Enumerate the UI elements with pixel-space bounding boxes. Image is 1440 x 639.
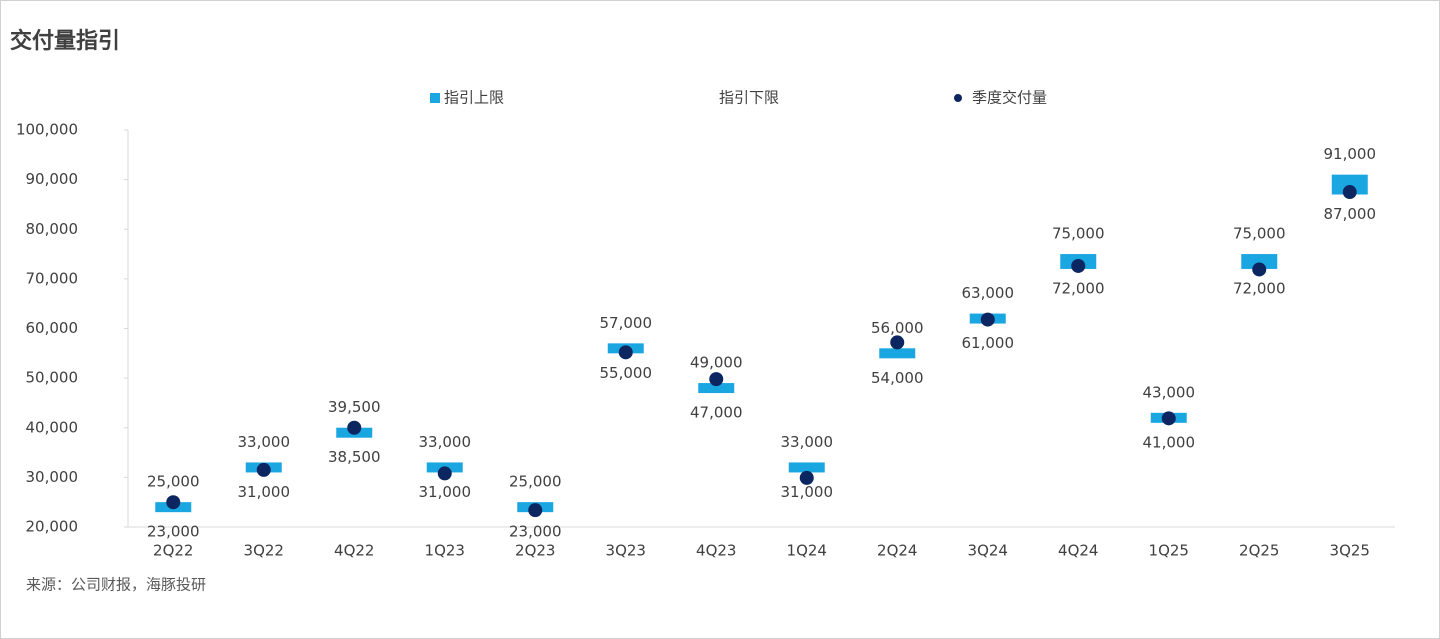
value-label: 33,000 [419,433,472,451]
value-label: 31,000 [419,483,472,501]
value-label: 57,000 [600,314,653,332]
value-label: 72,000 [1233,279,1286,297]
y-tick-label: 90,000 [26,170,79,188]
y-tick-label: 40,000 [26,418,79,436]
delivery-dot [709,372,724,387]
x-tick-label: 1Q25 [1149,542,1189,560]
value-label: 55,000 [600,364,653,382]
value-label: 31,000 [781,483,834,501]
delivery-dot [618,345,633,360]
delivery-dot [980,312,995,327]
x-tick-label: 3Q25 [1330,542,1370,560]
delivery-dot [890,335,905,350]
value-label: 43,000 [1143,383,1196,401]
value-label: 23,000 [147,523,200,541]
x-tick-label: 3Q24 [968,542,1008,560]
value-label: 33,000 [781,433,834,451]
x-tick-label: 2Q23 [515,542,555,560]
value-label: 91,000 [1324,145,1377,163]
guidance-range [1331,174,1368,195]
value-label: 61,000 [962,334,1015,352]
guidance-range [879,348,916,359]
value-label: 54,000 [871,369,924,387]
value-label: 25,000 [147,473,200,491]
guidance-range [788,462,825,473]
x-tick-label: 2Q22 [153,542,193,560]
x-tick-label: 3Q23 [606,542,646,560]
value-label: 47,000 [690,404,743,422]
legend-label: 指引上限 [444,89,504,107]
delivery-dot [1071,258,1086,273]
value-label: 63,000 [962,284,1015,302]
chart-title: 交付量指引 [10,28,120,54]
legend-label: 指引下限 [719,89,779,107]
x-tick-label: 1Q24 [787,542,827,560]
delivery-dot [528,503,543,518]
x-tick-label: 4Q24 [1058,542,1098,560]
y-tick-label: 70,000 [26,269,79,287]
value-label: 75,000 [1052,225,1105,243]
delivery-dot [1342,185,1357,200]
delivery-dot [166,495,181,510]
x-tick-label: 4Q23 [696,542,736,560]
value-label: 75,000 [1233,225,1286,243]
y-tick-label: 50,000 [26,369,79,387]
x-tick-label: 1Q23 [425,542,465,560]
value-label: 49,000 [690,354,743,372]
delivery-dot [799,470,814,485]
value-label: 23,000 [509,523,562,541]
y-tick-label: 30,000 [26,468,79,486]
value-label: 39,500 [328,398,381,416]
source-note: 来源：公司财报，海豚投研 [26,576,206,594]
value-label: 41,000 [1143,433,1196,451]
x-tick-label: 2Q24 [877,542,917,560]
delivery-dot [1252,262,1267,277]
value-label: 87,000 [1324,205,1377,223]
x-tick-label: 4Q22 [334,542,374,560]
x-tick-label: 2Q25 [1239,542,1279,560]
legend-label: 季度交付量 [972,89,1047,107]
value-label: 72,000 [1052,279,1105,297]
legend-swatch [954,94,962,102]
y-tick-label: 20,000 [26,518,79,536]
value-label: 38,500 [328,448,381,466]
delivery-dot [347,420,362,435]
y-tick-label: 80,000 [26,220,79,238]
value-label: 56,000 [871,319,924,337]
y-tick-label: 100,000 [16,121,78,139]
guidance-range [698,383,735,394]
y-tick-label: 60,000 [26,319,79,337]
guidance-range [1241,254,1278,269]
legend-swatch [430,93,440,103]
x-tick-label: 3Q22 [244,542,284,560]
value-label: 25,000 [509,473,562,491]
value-label: 31,000 [238,483,291,501]
delivery-dot [1161,411,1176,426]
delivery-dot [256,462,271,477]
delivery-dot [437,466,452,481]
value-label: 33,000 [238,433,291,451]
